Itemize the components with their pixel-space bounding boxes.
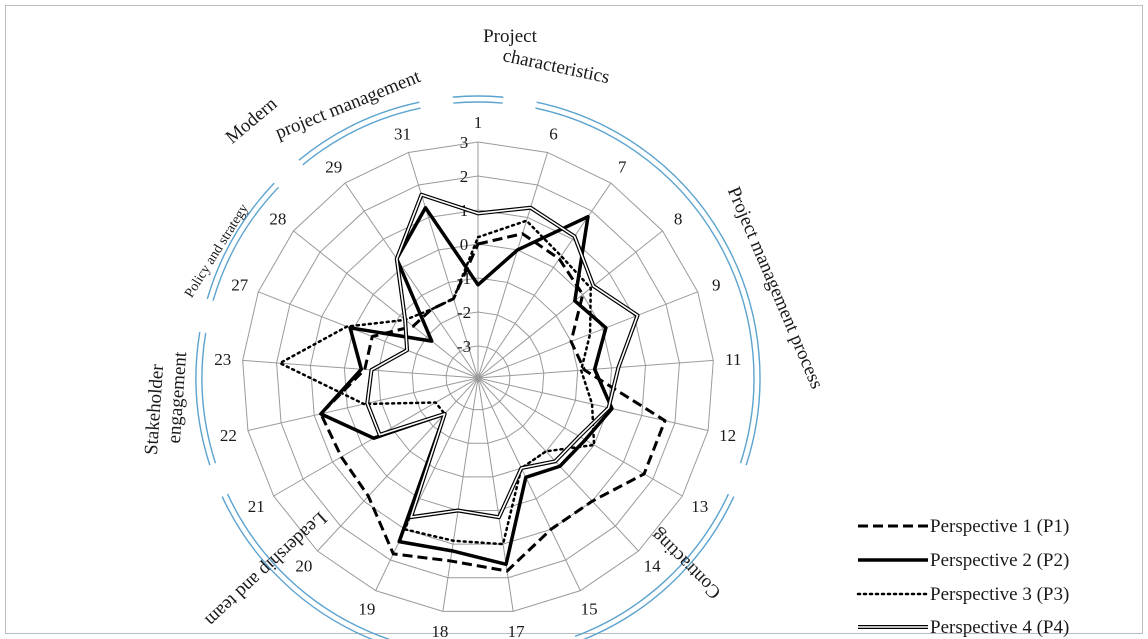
series-line-p1 — [319, 232, 667, 573]
group-label-project-characteristics-2: characteristics — [501, 45, 612, 88]
category-label: 19 — [358, 600, 375, 619]
category-label: 8 — [674, 209, 683, 228]
group-arc — [195, 331, 211, 466]
group-arcs — [195, 95, 761, 639]
legend-label-p4: Perspective 4 (P4) — [930, 617, 1069, 638]
legend-item-p1: Perspective 1 (P1) — [858, 516, 1069, 537]
group-arc — [535, 107, 755, 464]
category-label: 9 — [712, 275, 721, 294]
grid-spoke — [477, 152, 549, 379]
category-label: 31 — [394, 124, 411, 143]
grid-ring — [309, 209, 647, 545]
group-arc — [302, 107, 421, 166]
grid-spoke — [442, 377, 479, 612]
group-arc — [452, 95, 504, 98]
grid-spoke — [407, 152, 479, 379]
legend-label-p2: Perspective 2 (P2) — [930, 550, 1069, 571]
grid-spoke — [477, 377, 581, 591]
group-arc — [201, 332, 217, 464]
grid-spoke — [477, 291, 698, 379]
category-label: 22 — [220, 426, 237, 445]
category-label: 1 — [474, 113, 483, 132]
category-label: 20 — [295, 557, 312, 576]
radial-tick-label: -2 — [457, 303, 471, 322]
chart-frame — [5, 5, 1143, 634]
legend-label-p1: Perspective 1 (P1) — [930, 516, 1069, 537]
group-arc — [206, 182, 275, 300]
radial-tick-label: 3 — [460, 133, 469, 152]
grid-spoke — [477, 230, 663, 379]
radial-tick-label: 0 — [460, 235, 469, 254]
legend-item-p4: Perspective 4 (P4) — [858, 617, 1069, 638]
group-label-modern-project-management-1: Modern — [222, 93, 282, 148]
group-arc — [453, 101, 503, 104]
grid-spoke — [258, 291, 479, 379]
category-label: 17 — [508, 622, 526, 639]
legend-label-p3: Perspective 3 (P3) — [930, 584, 1069, 605]
grid-spoke — [477, 377, 639, 552]
group-labels: Project characteristics Project manageme… — [141, 26, 827, 631]
legend: Perspective 1 (P1) Perspective 2 (P2) Pe… — [856, 516, 1069, 638]
grid-ring — [445, 345, 511, 411]
group-arc — [298, 101, 420, 161]
grid-ring — [343, 243, 613, 512]
category-label: 15 — [581, 600, 598, 619]
category-label: 29 — [325, 157, 342, 176]
legend-item-p3: Perspective 3 (P3) — [856, 584, 1069, 605]
group-arc — [574, 493, 730, 638]
grid-ring — [411, 311, 545, 444]
grid-ring — [242, 141, 714, 612]
series-lines — [278, 192, 667, 573]
category-label: 27 — [231, 275, 249, 294]
grid-spoke — [344, 182, 479, 379]
radial-tick-label: 2 — [460, 167, 469, 186]
category-label: 13 — [691, 497, 708, 516]
category-label: 11 — [725, 350, 741, 369]
group-arc — [582, 496, 735, 639]
radial-tick-label: -3 — [457, 337, 471, 356]
series-line-p4-inner — [366, 193, 639, 519]
group-arc — [212, 186, 279, 301]
category-label: 23 — [214, 350, 231, 369]
legend-item-p2: Perspective 2 (P2) — [858, 550, 1069, 571]
grid-ring — [377, 277, 579, 478]
group-arc — [221, 496, 374, 639]
group-label-stakeholder-engagement-2: engagement — [164, 350, 191, 444]
grid-spoke — [293, 230, 479, 379]
category-label: 7 — [618, 157, 627, 176]
group-arc — [536, 101, 761, 466]
category-label: 6 — [549, 124, 558, 143]
series-line-p3 — [278, 219, 596, 546]
category-label: 14 — [644, 557, 662, 576]
category-label: 18 — [431, 622, 448, 639]
group-label-project-characteristics-1: Project — [483, 26, 538, 47]
grid-spoke — [317, 377, 479, 552]
category-label: 28 — [269, 209, 286, 228]
group-arc — [226, 493, 391, 639]
grid-ring — [276, 175, 680, 579]
category-label: 21 — [248, 497, 265, 516]
category-label: 12 — [719, 426, 736, 445]
